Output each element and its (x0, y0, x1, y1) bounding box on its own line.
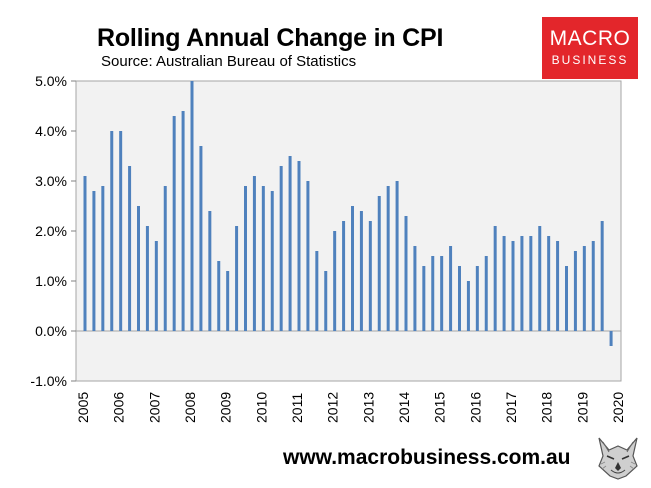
bar (101, 186, 105, 331)
bar (538, 226, 542, 331)
bar (342, 221, 346, 331)
bar (252, 176, 256, 331)
x-tick-label: 2011 (289, 393, 305, 423)
bar (235, 226, 239, 331)
x-tick-label: 2020 (610, 392, 626, 423)
x-tick-label: 2010 (253, 392, 269, 423)
bar (475, 266, 479, 331)
x-tick-label: 2005 (75, 392, 91, 423)
bar (154, 241, 158, 331)
y-tick-label: 3.0% (35, 173, 67, 189)
bar (386, 186, 390, 331)
bar (288, 156, 292, 331)
x-tick-label: 2007 (146, 392, 162, 423)
x-tick-label: 2013 (360, 392, 376, 423)
y-tick-label: -1.0% (30, 373, 67, 389)
bar (270, 191, 274, 331)
bar (404, 216, 408, 331)
bar (440, 256, 444, 331)
bar (413, 246, 417, 331)
x-tick-label: 2014 (396, 392, 412, 423)
bar (395, 181, 399, 331)
x-tick-label: 2017 (503, 392, 519, 423)
bar (431, 256, 435, 331)
bar (217, 261, 221, 331)
bar (208, 211, 212, 331)
bar (547, 236, 551, 331)
y-tick-label: 0.0% (35, 323, 67, 339)
bar (520, 236, 524, 331)
wolf-icon (593, 432, 643, 482)
x-tick-label: 2019 (574, 392, 590, 423)
bar (458, 266, 461, 331)
bar (119, 131, 123, 331)
bar (181, 111, 185, 331)
x-tick-label: 2016 (467, 392, 483, 423)
bar (422, 266, 426, 331)
bar (83, 176, 87, 331)
bar (244, 186, 247, 331)
bar (556, 241, 560, 331)
bar (297, 161, 301, 331)
bar (145, 226, 149, 331)
y-tick-label: 1.0% (35, 273, 67, 289)
bar (163, 186, 167, 331)
x-tick-label: 2008 (182, 392, 198, 423)
bar (591, 241, 595, 331)
chart-title: Rolling Annual Change in CPI (97, 24, 444, 52)
bar (484, 256, 488, 331)
bar (449, 246, 453, 331)
bar (110, 131, 114, 331)
bar (351, 206, 354, 331)
bar (315, 251, 319, 331)
bar (306, 181, 310, 331)
x-tick-label: 2006 (111, 392, 127, 423)
bar (137, 206, 140, 331)
bar (582, 246, 586, 331)
y-tick-label: 5.0% (35, 73, 67, 89)
bar (333, 231, 337, 331)
bar (226, 271, 230, 331)
bar (511, 241, 515, 331)
x-tick-label: 2018 (539, 392, 555, 423)
bar (261, 186, 265, 331)
chart-source: Source: Australian Bureau of Statistics (101, 53, 357, 70)
bar (493, 226, 497, 331)
x-tick-label: 2012 (325, 392, 341, 423)
y-tick-label: 2.0% (35, 223, 67, 239)
x-tick-label: 2015 (432, 392, 448, 423)
bar (529, 236, 533, 331)
x-tick-label: 2009 (218, 392, 234, 423)
bar (573, 251, 577, 331)
macrobusiness-logo[interactable]: MACRO BUSINESS (542, 17, 638, 79)
bar (502, 236, 506, 331)
bar (359, 211, 363, 331)
website-url[interactable]: www.macrobusiness.com.au (283, 446, 571, 469)
bar (368, 221, 372, 331)
bar (377, 196, 381, 331)
bar (609, 331, 613, 346)
bar (199, 146, 203, 331)
bar (600, 221, 604, 331)
logo-line-1: MACRO (549, 27, 631, 50)
logo-line-2: BUSINESS (551, 53, 629, 67)
bar (92, 191, 96, 331)
bar (466, 281, 470, 331)
bar (128, 166, 132, 331)
y-tick-label: 4.0% (35, 123, 67, 139)
bar (172, 116, 176, 331)
bar (190, 81, 194, 331)
bar (324, 271, 328, 331)
bar (279, 166, 283, 331)
bar (565, 266, 568, 331)
